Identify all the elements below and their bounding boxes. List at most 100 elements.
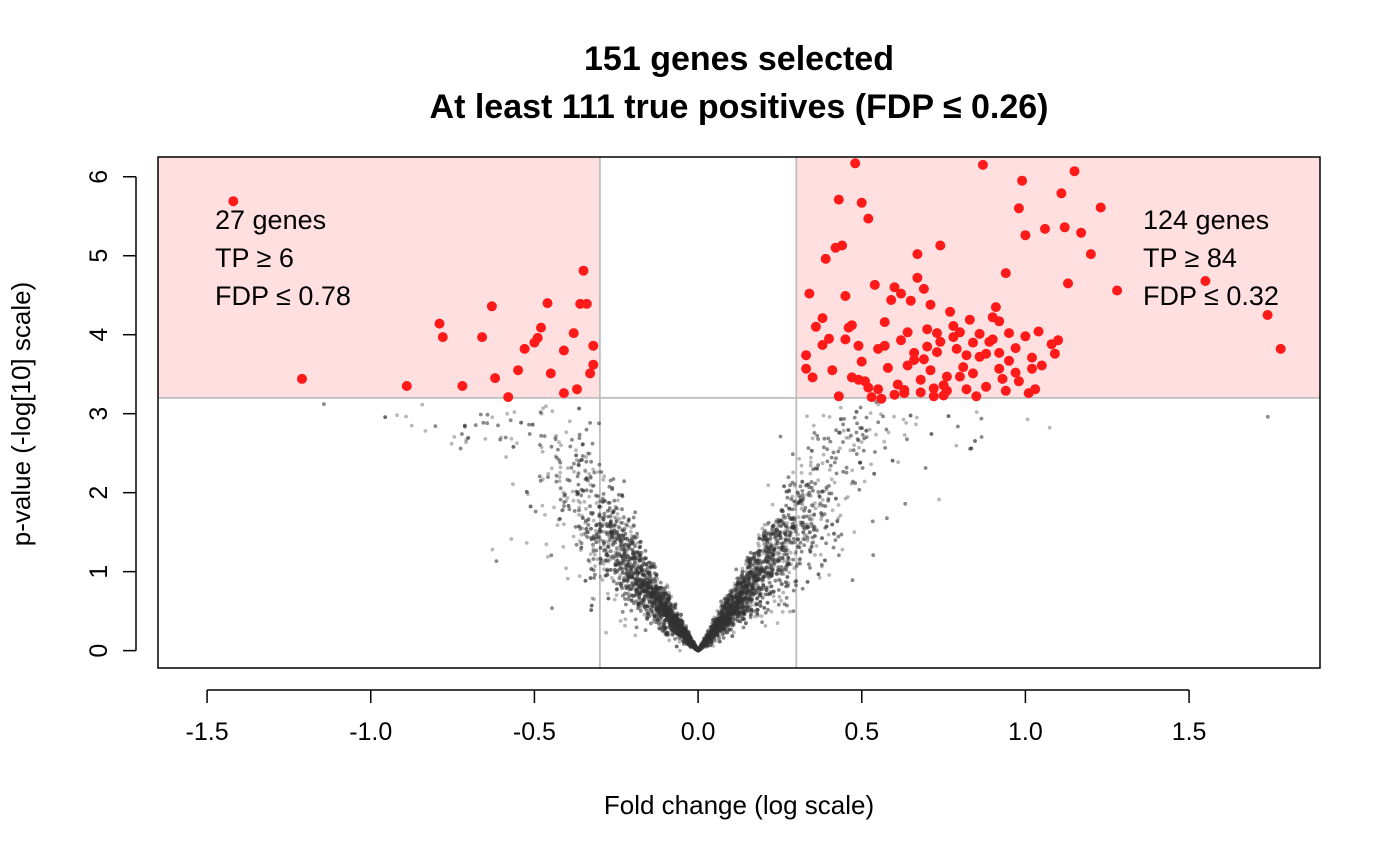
background-point xyxy=(714,631,719,635)
background-point xyxy=(679,612,683,617)
background-point xyxy=(550,409,555,414)
background-point xyxy=(783,523,788,528)
background-point xyxy=(634,591,639,595)
background-point xyxy=(642,612,647,617)
background-point xyxy=(737,605,742,609)
background-point xyxy=(831,450,836,455)
background-point xyxy=(974,410,979,414)
background-point xyxy=(681,641,686,646)
background-point xyxy=(869,462,873,467)
background-point xyxy=(834,471,839,476)
background-point xyxy=(724,615,729,620)
background-point xyxy=(850,578,855,583)
background-point xyxy=(564,566,568,571)
background-point xyxy=(729,595,734,599)
background-point xyxy=(651,605,656,609)
background-point xyxy=(657,598,662,603)
background-point xyxy=(717,616,721,621)
background-point xyxy=(666,615,671,620)
background-point xyxy=(752,574,756,578)
background-point xyxy=(816,572,821,577)
background-point xyxy=(780,509,785,514)
background-point xyxy=(612,528,617,533)
background-point xyxy=(678,615,682,620)
background-point xyxy=(702,641,706,645)
background-point xyxy=(633,582,638,586)
background-point xyxy=(636,602,641,606)
background-point xyxy=(632,534,637,539)
background-point xyxy=(695,647,699,652)
background-point xyxy=(745,604,749,609)
background-point xyxy=(1265,414,1270,419)
background-point xyxy=(672,615,676,620)
background-point xyxy=(591,535,596,540)
background-point xyxy=(708,633,713,637)
background-point xyxy=(862,479,867,484)
background-point xyxy=(726,609,731,614)
background-point xyxy=(615,512,620,516)
background-point xyxy=(690,644,694,649)
background-point xyxy=(687,635,691,640)
background-point xyxy=(688,643,692,647)
background-point xyxy=(772,548,777,553)
background-point xyxy=(699,643,704,648)
background-point xyxy=(720,605,725,609)
background-point xyxy=(771,564,776,569)
background-point xyxy=(700,643,704,647)
background-point xyxy=(788,526,793,531)
background-point xyxy=(703,642,708,647)
background-point xyxy=(663,613,667,618)
background-point xyxy=(699,644,704,649)
background-point xyxy=(696,648,701,653)
background-point xyxy=(552,505,556,510)
background-point xyxy=(741,605,745,610)
background-point xyxy=(738,619,743,624)
background-point xyxy=(771,551,776,556)
background-point xyxy=(685,634,690,639)
background-point xyxy=(808,513,813,518)
background-point xyxy=(792,526,796,531)
background-point xyxy=(808,566,812,570)
background-point xyxy=(651,595,655,600)
background-point xyxy=(684,633,689,638)
background-point xyxy=(709,628,714,632)
background-point xyxy=(689,643,694,648)
background-point xyxy=(727,601,731,606)
background-point xyxy=(714,632,719,637)
background-point xyxy=(787,570,792,575)
background-point xyxy=(641,597,646,602)
background-point xyxy=(663,610,668,614)
background-point xyxy=(564,430,569,435)
background-point xyxy=(717,636,721,641)
background-point xyxy=(763,548,768,553)
background-point xyxy=(721,621,726,626)
background-point xyxy=(787,534,791,538)
background-point xyxy=(659,620,664,625)
background-point xyxy=(752,563,756,568)
background-point xyxy=(752,561,757,565)
background-point xyxy=(809,524,814,529)
background-point xyxy=(694,646,699,651)
background-point xyxy=(634,579,639,584)
background-point xyxy=(705,638,709,642)
background-point xyxy=(576,498,581,503)
background-point xyxy=(879,412,883,416)
background-point xyxy=(622,552,627,557)
background-point xyxy=(750,598,755,603)
background-point xyxy=(763,567,768,572)
background-point xyxy=(635,550,639,554)
background-point xyxy=(908,413,913,418)
background-point xyxy=(670,631,675,636)
background-point xyxy=(729,611,734,616)
background-point xyxy=(709,625,714,629)
background-point xyxy=(799,463,804,468)
background-point xyxy=(579,545,584,550)
background-point xyxy=(647,577,652,581)
background-point xyxy=(658,599,663,604)
background-point xyxy=(808,547,812,552)
background-point xyxy=(606,596,611,601)
background-point xyxy=(696,648,701,652)
background-point xyxy=(658,616,663,621)
background-point xyxy=(684,627,688,632)
background-point xyxy=(721,601,726,605)
